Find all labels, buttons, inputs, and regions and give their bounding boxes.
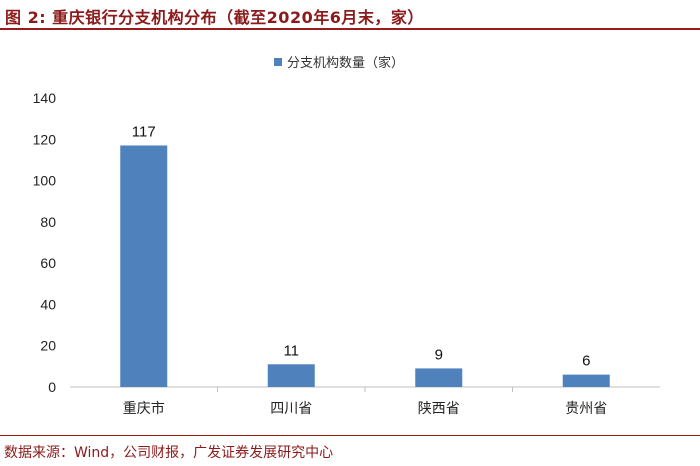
y-tick-label: 80 xyxy=(40,214,56,230)
y-tick-label: 0 xyxy=(48,379,56,395)
bar xyxy=(267,364,315,387)
figure-source: 数据来源：Wind，公司财报，广发证券发展研究中心 xyxy=(4,445,334,461)
legend-label: 分支机构数量（家） xyxy=(287,55,404,71)
source-rule xyxy=(0,435,700,436)
x-category-label: 贵州省 xyxy=(565,401,607,417)
y-tick-label: 100 xyxy=(33,173,57,189)
y-tick-label: 60 xyxy=(40,255,56,271)
bar-chart: 分支机构数量（家） 0 20 40 60 80 100 120 140 117 重庆市 11 四川省 9 陕… xyxy=(33,55,660,417)
bar xyxy=(415,368,463,387)
title-rule xyxy=(0,28,700,30)
bar xyxy=(120,145,168,387)
y-tick-label: 140 xyxy=(33,90,57,106)
data-label: 11 xyxy=(283,342,299,359)
x-category-label: 四川省 xyxy=(270,401,312,417)
legend-swatch xyxy=(274,58,282,66)
y-tick-label: 120 xyxy=(33,131,57,147)
figure-title: 图 2: 重庆银行分支机构分布（截至2020年6月末，家） xyxy=(5,8,424,27)
y-tick-label: 20 xyxy=(40,338,56,354)
data-label: 9 xyxy=(435,346,443,363)
x-category-label: 重庆市 xyxy=(123,400,165,417)
bar xyxy=(562,374,610,387)
y-tick-label: 40 xyxy=(40,296,56,312)
figure-header: 图 2: 重庆银行分支机构分布（截至2020年6月末，家） xyxy=(0,0,700,30)
data-label: 117 xyxy=(132,123,156,140)
data-label: 6 xyxy=(582,353,590,370)
x-category-label: 陕西省 xyxy=(418,401,460,417)
